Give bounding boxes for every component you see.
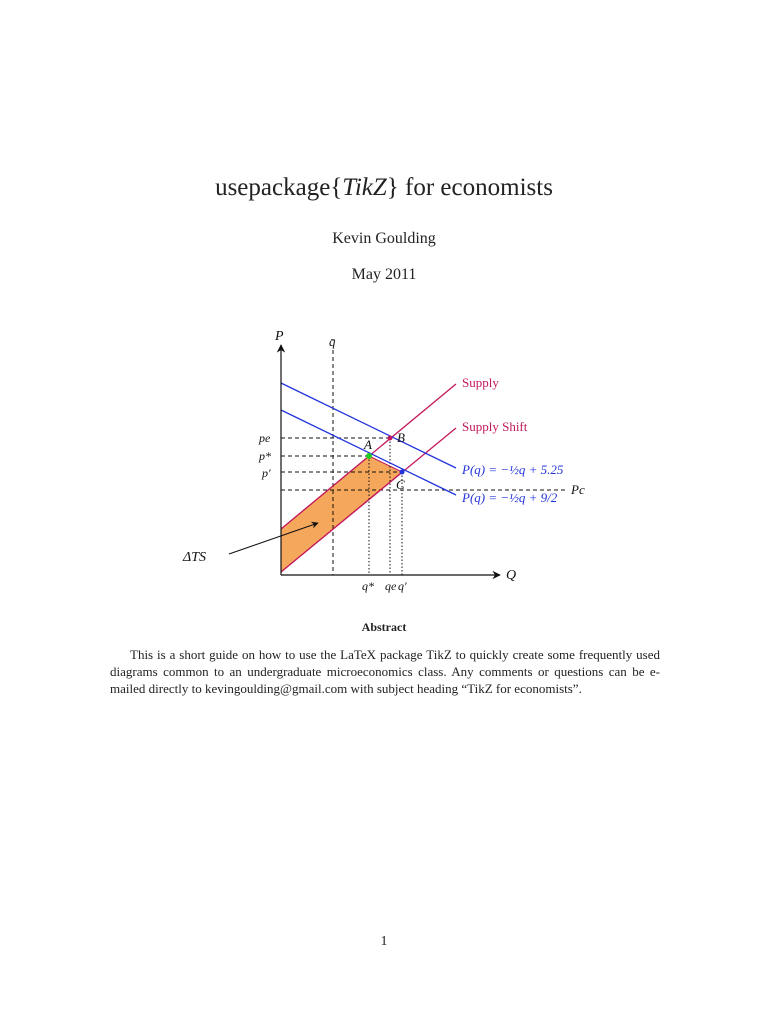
demand-curve-2 <box>280 409 457 496</box>
supply-demand-figure: P Q q̄ Supply Supply Shift P(q) = −½q + … <box>182 329 585 593</box>
page-number: 1 <box>380 934 388 949</box>
document-title: usepackage{TikZ} for economists <box>0 174 768 202</box>
point-b-marker <box>387 435 393 441</box>
axis-y-label: P <box>274 329 284 344</box>
point-a-marker <box>366 453 372 459</box>
title-suffix: } for economists <box>386 174 553 201</box>
title-prefix: usepackage{ <box>215 174 343 201</box>
delta-ts-label: ΔTS <box>182 550 206 565</box>
abstract-body: This is a short guide on how to use the … <box>110 647 660 696</box>
qe-label: qe <box>385 579 397 593</box>
author: Kevin Goulding <box>332 230 436 247</box>
demand1-label: P(q) = −½q + 5.25 <box>461 462 564 477</box>
point-c-marker <box>399 469 405 475</box>
supply-shift-curve <box>280 427 457 573</box>
point-a-label: A <box>363 437 372 452</box>
date: May 2011 <box>351 266 417 283</box>
abstract-heading: Abstract <box>361 620 407 634</box>
qbar-label: q̄ <box>329 334 336 349</box>
axis-x-label: Q <box>506 568 516 583</box>
pc-label: Pc <box>570 482 585 497</box>
pe-label: pe <box>258 431 271 445</box>
supply-label: Supply <box>462 375 499 390</box>
delta-ts-arrow <box>228 521 319 555</box>
pstar-label: p* <box>258 449 271 463</box>
pprime-label: p′ <box>261 466 271 480</box>
qprime-label: q′ <box>398 579 407 593</box>
title-tikz: TikZ <box>342 174 387 201</box>
point-c-label: C <box>396 477 405 492</box>
point-b-label: B <box>397 430 405 445</box>
demand2-label: P(q) = −½q + 9/2 <box>461 490 558 505</box>
demand-curve-1 <box>280 382 457 469</box>
supply-shift-label: Supply Shift <box>462 419 528 434</box>
qstar-label: q* <box>362 579 374 593</box>
